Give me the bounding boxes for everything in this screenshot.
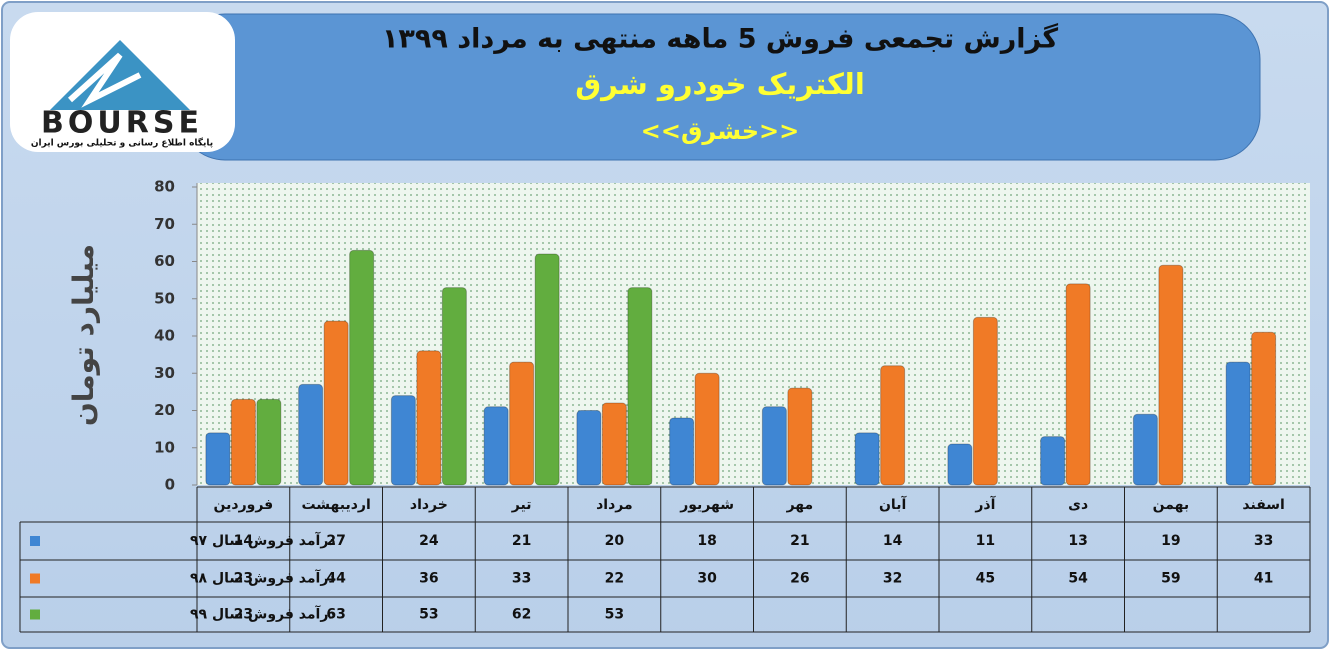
legend-swatch (30, 536, 40, 546)
x-tick-label: فروردین (214, 497, 274, 513)
y-tick-label: 60 (154, 252, 175, 270)
bar (1251, 331, 1277, 486)
bar (669, 417, 695, 486)
bar (534, 253, 560, 486)
bar (576, 410, 602, 486)
logo-mark (67, 52, 142, 108)
logo-text: BOURSE (41, 106, 203, 141)
table-value: 27 (326, 533, 345, 549)
table-value: 53 (605, 607, 624, 623)
bar (349, 249, 375, 486)
bar (390, 395, 416, 486)
bar (1158, 264, 1184, 486)
x-tick-label: اسفند (1242, 497, 1284, 513)
table-value: 33 (1254, 533, 1273, 549)
y-tick-label: 70 (154, 215, 175, 233)
table-value: 13 (1068, 533, 1087, 549)
table-value: 14 (234, 533, 254, 549)
bar (1132, 413, 1158, 486)
bar (880, 365, 906, 486)
bar (761, 406, 787, 486)
legend-label: درآمد فروش سال ۹۸ (190, 569, 336, 587)
table-value: 26 (790, 571, 809, 587)
table-value: 22 (605, 571, 624, 587)
chart-subtitle: الکتریک خودرو شرق (575, 67, 865, 101)
legend-label: درآمد فروش سال ۹۷ (190, 531, 336, 549)
table-value: 20 (605, 533, 625, 549)
bar (483, 406, 509, 486)
table-value: 19 (1161, 533, 1180, 549)
table-value: 14 (883, 533, 903, 549)
y-tick-label: 30 (154, 364, 175, 382)
legend-swatch (30, 573, 40, 584)
bar (947, 443, 973, 486)
table-value: 53 (419, 607, 438, 623)
x-tick-label: مرداد (596, 497, 633, 513)
bar (1040, 436, 1066, 486)
bar (1065, 283, 1091, 486)
bar (854, 432, 880, 486)
bar (205, 432, 231, 486)
x-tick-label: دی (1068, 497, 1088, 513)
table-value: 33 (512, 571, 531, 587)
chart-symbol: <<خشرق>> (641, 117, 800, 145)
x-tick-label: تیر (511, 497, 532, 513)
bar (694, 372, 720, 486)
y-tick-label: 0 (165, 476, 175, 494)
x-tick-label: شهریور (679, 497, 734, 513)
table-value: 23 (234, 571, 253, 587)
x-tick-label: خرداد (410, 497, 448, 513)
x-tick-label: آذر (974, 495, 996, 513)
bar (787, 387, 813, 486)
table-value: 54 (1068, 571, 1088, 587)
table-value: 36 (419, 571, 438, 587)
y-tick-label: 80 (154, 178, 175, 196)
bar (230, 398, 256, 486)
x-tick-label: آبان (879, 495, 907, 513)
bar (323, 320, 349, 486)
logo-caption: پایگاه اطلاع رسانی و تحلیلی بورس ایران (31, 137, 213, 149)
table-value: 30 (697, 571, 717, 587)
legend-label: درآمد فروش سال ۹۹ (190, 605, 336, 623)
bar (627, 287, 653, 486)
table-value: 23 (234, 607, 253, 623)
table-value: 32 (883, 571, 902, 587)
table-value: 59 (1161, 571, 1180, 587)
x-tick-label: بهمن (1153, 497, 1189, 513)
table-value: 18 (697, 533, 716, 549)
logo-mark (50, 40, 190, 110)
table-value: 44 (326, 571, 346, 587)
plot-area (197, 183, 1310, 485)
x-tick-label: مهر (786, 497, 814, 513)
bar (256, 398, 282, 486)
y-tick-label: 20 (154, 401, 175, 419)
bar (441, 287, 467, 486)
bar (416, 350, 442, 486)
x-tick-label: اردیبهشت (301, 497, 370, 513)
table-value: 62 (512, 607, 531, 623)
y-tick-label: 50 (154, 289, 175, 307)
legend-swatch (30, 609, 40, 620)
y-axis-label: میلیارد تومان (67, 244, 100, 426)
table-value: 63 (326, 607, 345, 623)
table-value: 21 (512, 533, 531, 549)
y-tick-label: 10 (154, 438, 175, 456)
table-value: 11 (976, 533, 995, 549)
bar (972, 316, 998, 486)
bar (509, 361, 535, 486)
chart-title: گزارش تجمعی فروش 5 ماهه منتهی به مرداد ۱… (382, 23, 1058, 55)
bar (601, 402, 627, 486)
table-value: 24 (419, 533, 439, 549)
table-value: 21 (790, 533, 809, 549)
y-tick-label: 40 (154, 327, 175, 345)
table-value: 45 (976, 571, 995, 587)
bar (298, 383, 324, 486)
table-value: 41 (1254, 571, 1273, 587)
bar (1225, 361, 1251, 486)
